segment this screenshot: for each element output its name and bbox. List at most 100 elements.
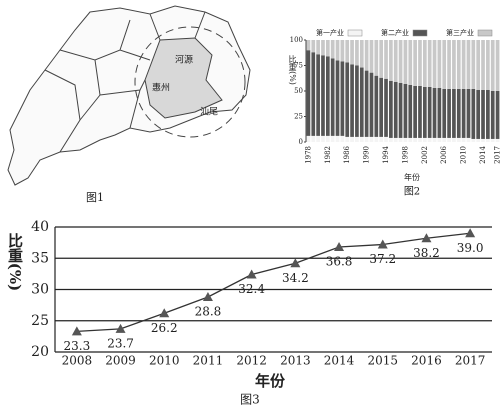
bar-segment bbox=[311, 40, 316, 53]
bar-segment bbox=[389, 137, 393, 142]
bar-segment bbox=[330, 58, 335, 136]
marker bbox=[246, 269, 257, 279]
bar-segment bbox=[481, 40, 485, 90]
data-label: 36.8 bbox=[326, 255, 353, 269]
bar-segment bbox=[384, 40, 388, 79]
y-tick-label: 75 bbox=[294, 62, 303, 70]
x-tick-label: 2002 bbox=[421, 146, 429, 164]
bar-segment bbox=[466, 40, 471, 89]
bar-segment bbox=[306, 50, 311, 136]
bar-segment bbox=[432, 40, 437, 88]
bar-segment bbox=[316, 40, 320, 55]
x-tick-label: 2012 bbox=[236, 354, 267, 368]
bar-segment bbox=[316, 54, 320, 136]
x-tick-label: 2017 bbox=[455, 354, 486, 368]
bar-segment bbox=[471, 40, 476, 89]
bar-segment bbox=[364, 136, 369, 142]
bar-segment bbox=[321, 40, 325, 56]
bar-segment bbox=[359, 136, 364, 142]
bar-segment bbox=[422, 137, 427, 142]
bar-segment bbox=[355, 136, 359, 142]
bar-segment bbox=[374, 75, 379, 137]
bar-segment bbox=[340, 61, 345, 136]
bar-segment bbox=[418, 85, 422, 138]
bar-segment bbox=[495, 91, 500, 139]
bar-segment bbox=[393, 81, 398, 138]
bar-segment bbox=[306, 40, 311, 51]
bar-segment bbox=[447, 88, 451, 138]
bar-segment bbox=[389, 80, 393, 138]
bar-segment bbox=[461, 137, 466, 142]
bar-segment bbox=[447, 137, 451, 142]
data-label: 37.2 bbox=[369, 252, 396, 266]
bar-segment bbox=[345, 62, 350, 137]
bar-segment bbox=[340, 40, 345, 62]
bar-segment bbox=[393, 137, 398, 142]
map bbox=[7, 5, 251, 186]
data-label: 38.2 bbox=[413, 246, 440, 260]
bar-segment bbox=[481, 89, 485, 139]
marker bbox=[334, 242, 345, 251]
x-tick-label: 1994 bbox=[382, 145, 390, 163]
map-circle bbox=[134, 26, 246, 138]
bar-segment bbox=[490, 40, 495, 91]
bar-segment bbox=[398, 137, 403, 142]
x-tick-label: 2010 bbox=[460, 146, 468, 164]
x-tick-label: 2011 bbox=[193, 354, 224, 368]
bar-segment bbox=[330, 135, 335, 142]
bar-segment bbox=[490, 91, 495, 139]
bar-segment bbox=[437, 137, 442, 142]
data-label: 26.2 bbox=[151, 321, 178, 335]
bar-segment bbox=[427, 40, 432, 87]
bar-segment bbox=[340, 135, 345, 142]
y-tick-label: 50 bbox=[294, 87, 303, 95]
bar-segment bbox=[350, 64, 354, 137]
bar-segment bbox=[393, 40, 398, 82]
bar-segment bbox=[364, 40, 369, 71]
bar-segment bbox=[476, 89, 481, 139]
bar-segment bbox=[447, 40, 451, 89]
bar-segment bbox=[369, 136, 374, 142]
y-tick-label: 20 bbox=[31, 344, 49, 360]
marker bbox=[71, 326, 82, 336]
bar-segment bbox=[379, 40, 384, 78]
marker bbox=[159, 308, 170, 318]
legend-swatch bbox=[477, 29, 493, 37]
bar-segment bbox=[408, 40, 413, 85]
marker bbox=[421, 233, 432, 243]
legend-swatch bbox=[347, 29, 363, 37]
bar-segment bbox=[369, 40, 374, 73]
bar-segment bbox=[486, 138, 490, 142]
marker bbox=[465, 228, 476, 238]
x-tick-label: 2013 bbox=[280, 354, 311, 368]
caption: 图3 bbox=[240, 393, 260, 407]
data-label: 32.4 bbox=[238, 282, 265, 296]
bar-segment bbox=[408, 84, 413, 138]
bar-segment bbox=[403, 137, 408, 142]
bar-segment bbox=[413, 85, 417, 138]
marker bbox=[290, 258, 301, 268]
bar-segment bbox=[335, 60, 340, 136]
bar-segment bbox=[413, 40, 417, 86]
x-tick-label: 1998 bbox=[401, 146, 409, 164]
bar-segment bbox=[384, 78, 388, 137]
data-label: 28.8 bbox=[195, 305, 222, 319]
bar-segment bbox=[456, 40, 461, 89]
bar-segment bbox=[437, 40, 442, 88]
bar-segment bbox=[471, 138, 476, 142]
y-axis-label: 比重(%) bbox=[288, 54, 297, 85]
data-label: 23.7 bbox=[107, 336, 134, 350]
bar-segment bbox=[486, 89, 490, 139]
bar-segment bbox=[359, 40, 364, 68]
bar-segment bbox=[345, 136, 350, 142]
bar-segment bbox=[325, 40, 330, 57]
y-tick-label: 0 bbox=[299, 138, 303, 146]
x-tick-label: 1982 bbox=[324, 146, 332, 164]
x-axis-label: 年份 bbox=[404, 172, 420, 182]
x-tick-label: 2010 bbox=[149, 354, 180, 368]
bar-segment bbox=[335, 135, 340, 142]
y-tick-label: 25 bbox=[294, 113, 303, 121]
y-axis-label: 比重(%) bbox=[6, 232, 24, 291]
bar-segment bbox=[413, 137, 417, 142]
bar-segment bbox=[364, 70, 369, 137]
